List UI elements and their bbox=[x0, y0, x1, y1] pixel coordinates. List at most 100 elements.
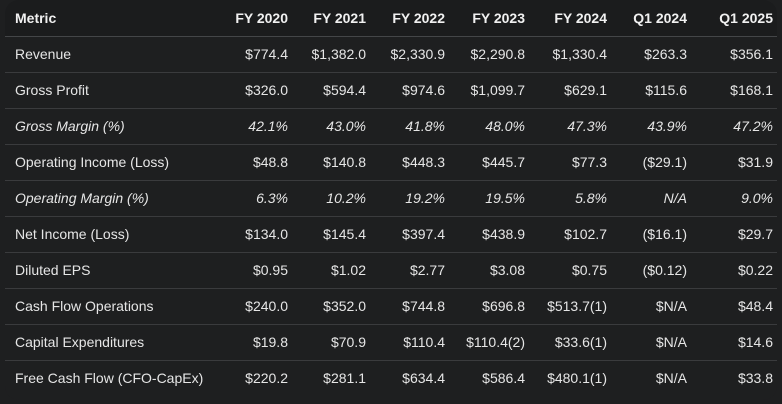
table-cell: $31.9 bbox=[737, 154, 773, 170]
table-cell: $974.6 bbox=[402, 82, 445, 98]
table-row: Operating Income (Loss) $48.8 $140.8 $448.3… bbox=[5, 144, 777, 180]
header-fy2020: FY 2020 bbox=[214, 0, 292, 37]
table-cell: $594.4 bbox=[323, 82, 366, 98]
table-cell: $744.8 bbox=[402, 298, 445, 314]
table-cell: 42.1% bbox=[248, 118, 288, 134]
table-cell: $0.22 bbox=[737, 262, 773, 278]
row-label: Free Cash Flow (CFO-CapEx) bbox=[15, 370, 204, 387]
table-cell: ($16.1) bbox=[642, 226, 687, 242]
table-cell: $1.02 bbox=[330, 262, 366, 278]
table-cell: $2,290.8 bbox=[470, 46, 526, 62]
table-row: Net Income (Loss) $134.0 $145.4 $397.4 $438.… bbox=[5, 216, 777, 252]
table-cell: $1,330.4 bbox=[552, 46, 608, 62]
table-cell: $634.4 bbox=[402, 370, 445, 387]
financial-metrics-table-container: Metric FY 2020 FY 2021 FY 2022 FY 2023 F… bbox=[5, 0, 777, 400]
table-cell: $70.9 bbox=[330, 334, 366, 350]
row-label: Net Income (Loss) bbox=[15, 226, 130, 242]
row-label: Gross Margin (%) bbox=[15, 118, 125, 134]
table-cell: $281.1 bbox=[323, 370, 366, 387]
table-cell: $240.0 bbox=[245, 298, 288, 314]
table-cell: $480.1(1) bbox=[547, 370, 607, 387]
table-row: Cash Flow Operations $240.0 $352.0 $744.8 $6… bbox=[5, 288, 777, 324]
header-q1-2024: Q1 2024 bbox=[611, 0, 691, 37]
table-row: Operating Margin (%) 6.3% 10.2% 19.2% 19.5% 5… bbox=[5, 180, 777, 216]
table-cell: $356.1 bbox=[730, 46, 773, 62]
table-cell: 19.5% bbox=[485, 190, 525, 206]
header-fy2021: FY 2021 bbox=[292, 0, 370, 37]
table-cell: $696.8 bbox=[482, 298, 525, 314]
row-label: Diluted EPS bbox=[15, 262, 91, 278]
table-row: Capital Expenditures $19.8 $70.9 $110.4 $110… bbox=[5, 324, 777, 360]
table-cell: $77.3 bbox=[571, 154, 607, 170]
financial-metrics-table: Metric FY 2020 FY 2021 FY 2022 FY 2023 F… bbox=[5, 0, 777, 396]
table-cell: $445.7 bbox=[482, 154, 525, 170]
table-cell: $33.6(1) bbox=[554, 334, 607, 350]
table-header: Metric FY 2020 FY 2021 FY 2022 FY 2023 F… bbox=[5, 0, 777, 37]
table-cell: $438.9 bbox=[482, 226, 525, 242]
table-cell: $629.1 bbox=[564, 82, 607, 98]
table-cell: $397.4 bbox=[402, 226, 445, 242]
table-cell: $2.77 bbox=[409, 262, 445, 278]
table-cell: $48.4 bbox=[737, 298, 773, 314]
table-cell: $110.4 bbox=[403, 334, 445, 350]
table-cell: $115.6 bbox=[645, 82, 687, 98]
table-cell: 47.3% bbox=[567, 118, 607, 134]
table-cell: $14.6 bbox=[737, 334, 773, 350]
table-cell: $3.08 bbox=[489, 262, 525, 278]
table-cell: $N/A bbox=[655, 370, 687, 387]
table-cell: $513.7(1) bbox=[547, 298, 607, 314]
table-cell: $33.8 bbox=[737, 370, 773, 387]
row-label: Revenue bbox=[15, 46, 72, 62]
table-row: Gross Profit $326.0 $594.4 $974.6 $1,099.7 $6… bbox=[5, 72, 777, 108]
table-cell: ($0.12) bbox=[642, 262, 687, 278]
table-row: Revenue $774.4 $1,382.0 $2,330.9 $2,290.8 $1,… bbox=[5, 36, 777, 72]
table-cell: $352.0 bbox=[323, 298, 366, 314]
table-cell: $0.95 bbox=[252, 262, 288, 278]
row-label: Capital Expenditures bbox=[15, 334, 145, 350]
table-cell: $168.1 bbox=[730, 82, 773, 98]
row-label: Operating Margin (%) bbox=[15, 190, 149, 206]
table-cell: $N/A bbox=[655, 298, 687, 314]
table-cell: 43.0% bbox=[326, 118, 366, 134]
table-cell: $774.4 bbox=[245, 46, 288, 62]
table-cell: $1,099.7 bbox=[470, 82, 526, 98]
row-label: Cash Flow Operations bbox=[15, 298, 154, 314]
row-label: Operating Income (Loss) bbox=[15, 154, 170, 170]
table-cell: $48.8 bbox=[252, 154, 288, 170]
header-fy2023: FY 2023 bbox=[449, 0, 529, 37]
table-cell: $2,330.9 bbox=[390, 46, 446, 62]
table-body: Revenue $774.4 $1,382.0 $2,330.9 $2,290.8 $1,… bbox=[5, 36, 777, 396]
table-cell: $145.4 bbox=[323, 226, 366, 242]
table-cell: N/A bbox=[663, 190, 687, 206]
header-fy2022: FY 2022 bbox=[370, 0, 449, 37]
row-label: Gross Profit bbox=[15, 82, 89, 98]
table-cell: 10.2% bbox=[326, 190, 366, 206]
header-row: Metric FY 2020 FY 2021 FY 2022 FY 2023 F… bbox=[5, 0, 777, 37]
table-cell: 9.0% bbox=[741, 190, 773, 206]
table-cell: $19.8 bbox=[252, 334, 288, 350]
table-row: Gross Margin (%) 42.1% 43.0% 41.8% 48.0% 47.3… bbox=[5, 108, 777, 144]
header-fy2024: FY 2024 bbox=[529, 0, 611, 37]
table-cell: $220.2 bbox=[245, 370, 288, 387]
table-row: Free Cash Flow (CFO-CapEx) $220.2 $281.1 $6… bbox=[5, 360, 777, 396]
table-cell: $326.0 bbox=[245, 82, 288, 98]
table-cell: 47.2% bbox=[733, 118, 773, 134]
table-cell: $110.4(2) bbox=[466, 334, 525, 350]
table-cell: $134.0 bbox=[245, 226, 288, 242]
table-cell: $448.3 bbox=[402, 154, 445, 170]
table-cell: 41.8% bbox=[405, 118, 445, 134]
table-cell: 5.8% bbox=[575, 190, 607, 206]
table-row: Diluted EPS $0.95 $1.02 $2.77 $3.08 $0.75 ($0.… bbox=[5, 252, 777, 288]
table-cell: $586.4 bbox=[482, 370, 525, 387]
header-metric: Metric bbox=[5, 0, 214, 37]
table-cell: $263.3 bbox=[644, 46, 687, 62]
table-cell: $29.7 bbox=[737, 226, 773, 242]
table-cell: 19.2% bbox=[405, 190, 445, 206]
table-cell: ($29.1) bbox=[642, 154, 687, 170]
header-q1-2025: Q1 2025 bbox=[691, 0, 777, 37]
table-cell: $102.7 bbox=[564, 226, 607, 242]
table-cell: $1,382.0 bbox=[311, 46, 367, 62]
table-cell: 43.9% bbox=[647, 118, 687, 134]
table-cell: $0.75 bbox=[571, 262, 607, 278]
table-cell: $N/A bbox=[655, 334, 687, 350]
